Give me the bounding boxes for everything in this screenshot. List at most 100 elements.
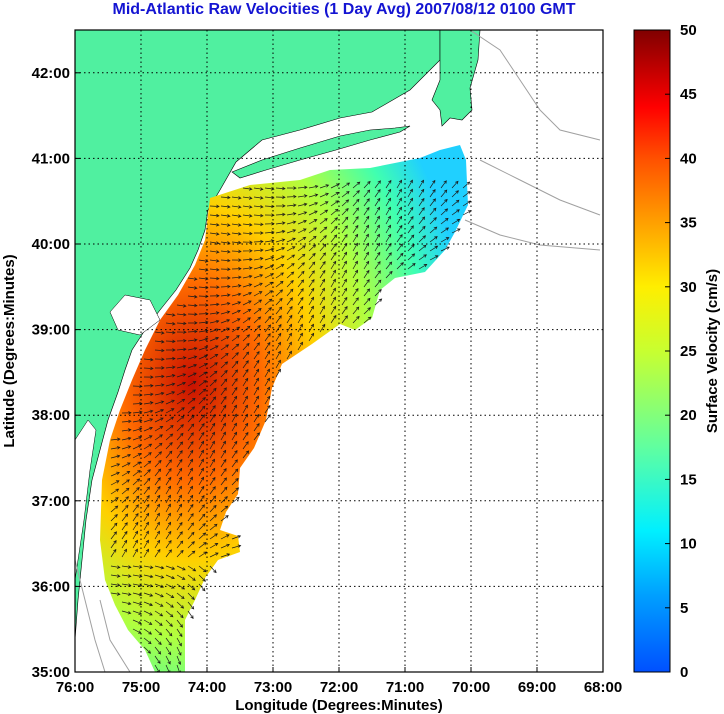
velocity-arrow <box>121 539 128 549</box>
velocity-arrow <box>165 601 174 608</box>
velocity-arrow <box>275 247 286 252</box>
velocity-arrow <box>198 476 205 486</box>
velocity-arrow <box>352 260 358 270</box>
velocity-arrow <box>264 213 275 217</box>
velocity-arrow <box>440 227 450 234</box>
velocity-arrow <box>231 309 241 315</box>
velocity-arrow <box>352 315 360 324</box>
velocity-arrow <box>308 305 314 315</box>
velocity-arrow <box>319 235 327 243</box>
velocity-arrow <box>165 467 172 477</box>
velocity-arrow <box>209 387 217 396</box>
velocity-arrow <box>286 350 292 360</box>
y-axis-ticks: 35:00 36:00 37:00 38:00 39:00 40:00 41:00 42:00 <box>32 65 80 681</box>
velocity-arrow <box>209 362 218 369</box>
velocity-arrow <box>231 223 242 227</box>
velocity-arrow <box>418 207 425 216</box>
velocity-arrow <box>407 243 415 252</box>
velocity-arrow <box>187 503 194 513</box>
velocity-arrow <box>209 495 217 504</box>
velocity-arrow <box>363 180 371 189</box>
velocity-arrow <box>264 230 275 235</box>
velocity-arrow <box>165 521 172 531</box>
velocity-arrow <box>165 382 176 387</box>
velocity-arrow <box>253 308 262 315</box>
velocity-arrow <box>187 531 195 540</box>
velocity-arrow <box>330 260 337 270</box>
velocity-arrow <box>231 335 240 342</box>
velocity-arrow <box>220 378 228 387</box>
velocity-arrow <box>154 348 165 353</box>
velocity-arrow <box>297 270 305 279</box>
velocity-arrow <box>154 539 161 549</box>
velocity-arrow <box>121 504 129 513</box>
velocity-arrow <box>209 336 220 342</box>
velocity-arrow <box>396 243 404 252</box>
velocity-arrow <box>308 210 318 216</box>
velocity-arrow <box>220 458 227 468</box>
velocity-arrow <box>198 583 206 592</box>
velocity-arrow <box>143 592 154 597</box>
velocity-arrow <box>132 384 143 389</box>
velocity-arrow <box>297 245 306 252</box>
velocity-arrow <box>143 610 153 616</box>
velocity-arrow <box>220 232 231 236</box>
velocity-arrow <box>341 225 348 234</box>
velocity-arrow <box>242 342 250 351</box>
velocity-arrow <box>165 565 176 570</box>
velocity-arrow <box>253 265 264 270</box>
velocity-arrow <box>297 305 304 315</box>
velocity-arrow <box>143 521 149 531</box>
colorbar-tick-label: 50 <box>680 22 697 39</box>
velocity-arrow <box>154 400 165 405</box>
velocity-arrow <box>143 503 150 513</box>
velocity-arrow <box>176 549 184 558</box>
velocity-arrow <box>242 309 252 315</box>
velocity-arrow <box>132 478 141 486</box>
velocity-arrow <box>231 477 239 486</box>
velocity-arrow <box>187 372 197 378</box>
velocity-arrow <box>242 300 252 306</box>
velocity-arrow <box>121 530 128 540</box>
velocity-arrow <box>341 199 350 207</box>
velocity-arrow <box>374 261 381 270</box>
velocity-arrow <box>319 269 326 279</box>
velocity-arrow <box>231 449 238 459</box>
velocity-arrow <box>231 275 242 280</box>
velocity-arrow <box>143 443 153 450</box>
velocity-arrow <box>198 380 207 387</box>
velocity-arrow <box>253 333 261 342</box>
velocity-arrow <box>132 401 143 406</box>
velocity-arrow <box>418 188 425 198</box>
velocity-arrow <box>143 548 149 558</box>
velocity-arrow <box>187 550 196 558</box>
velocity-arrow <box>209 319 220 324</box>
velocity-arrow <box>231 386 238 396</box>
velocity-arrow <box>121 445 132 450</box>
velocity-arrow <box>220 515 229 522</box>
velocity-arrow <box>231 459 238 468</box>
velocity-arrow <box>231 326 241 333</box>
velocity-arrow <box>330 269 336 279</box>
velocity-arrow <box>121 592 132 596</box>
velocity-arrow <box>154 468 162 477</box>
velocity-arrow <box>330 314 337 324</box>
velocity-arrow <box>187 476 193 486</box>
velocity-arrow <box>286 306 293 315</box>
velocity-arrow <box>132 495 140 504</box>
velocity-arrow <box>220 258 231 263</box>
velocity-arrow <box>165 425 174 432</box>
velocity-arrow <box>154 339 165 344</box>
velocity-arrow <box>154 628 163 636</box>
velocity-arrow <box>275 255 285 261</box>
velocity-arrow <box>308 270 315 279</box>
velocity-arrow <box>198 504 205 513</box>
velocity-arrow <box>330 305 337 315</box>
velocity-arrow <box>110 522 118 531</box>
velocity-arrow <box>154 426 164 432</box>
velocity-arrow <box>330 225 338 234</box>
colorbar-tick-label: 20 <box>680 407 697 424</box>
velocity-arrow <box>286 297 293 306</box>
velocity-arrow <box>242 386 248 396</box>
velocity-arrow <box>220 310 231 315</box>
